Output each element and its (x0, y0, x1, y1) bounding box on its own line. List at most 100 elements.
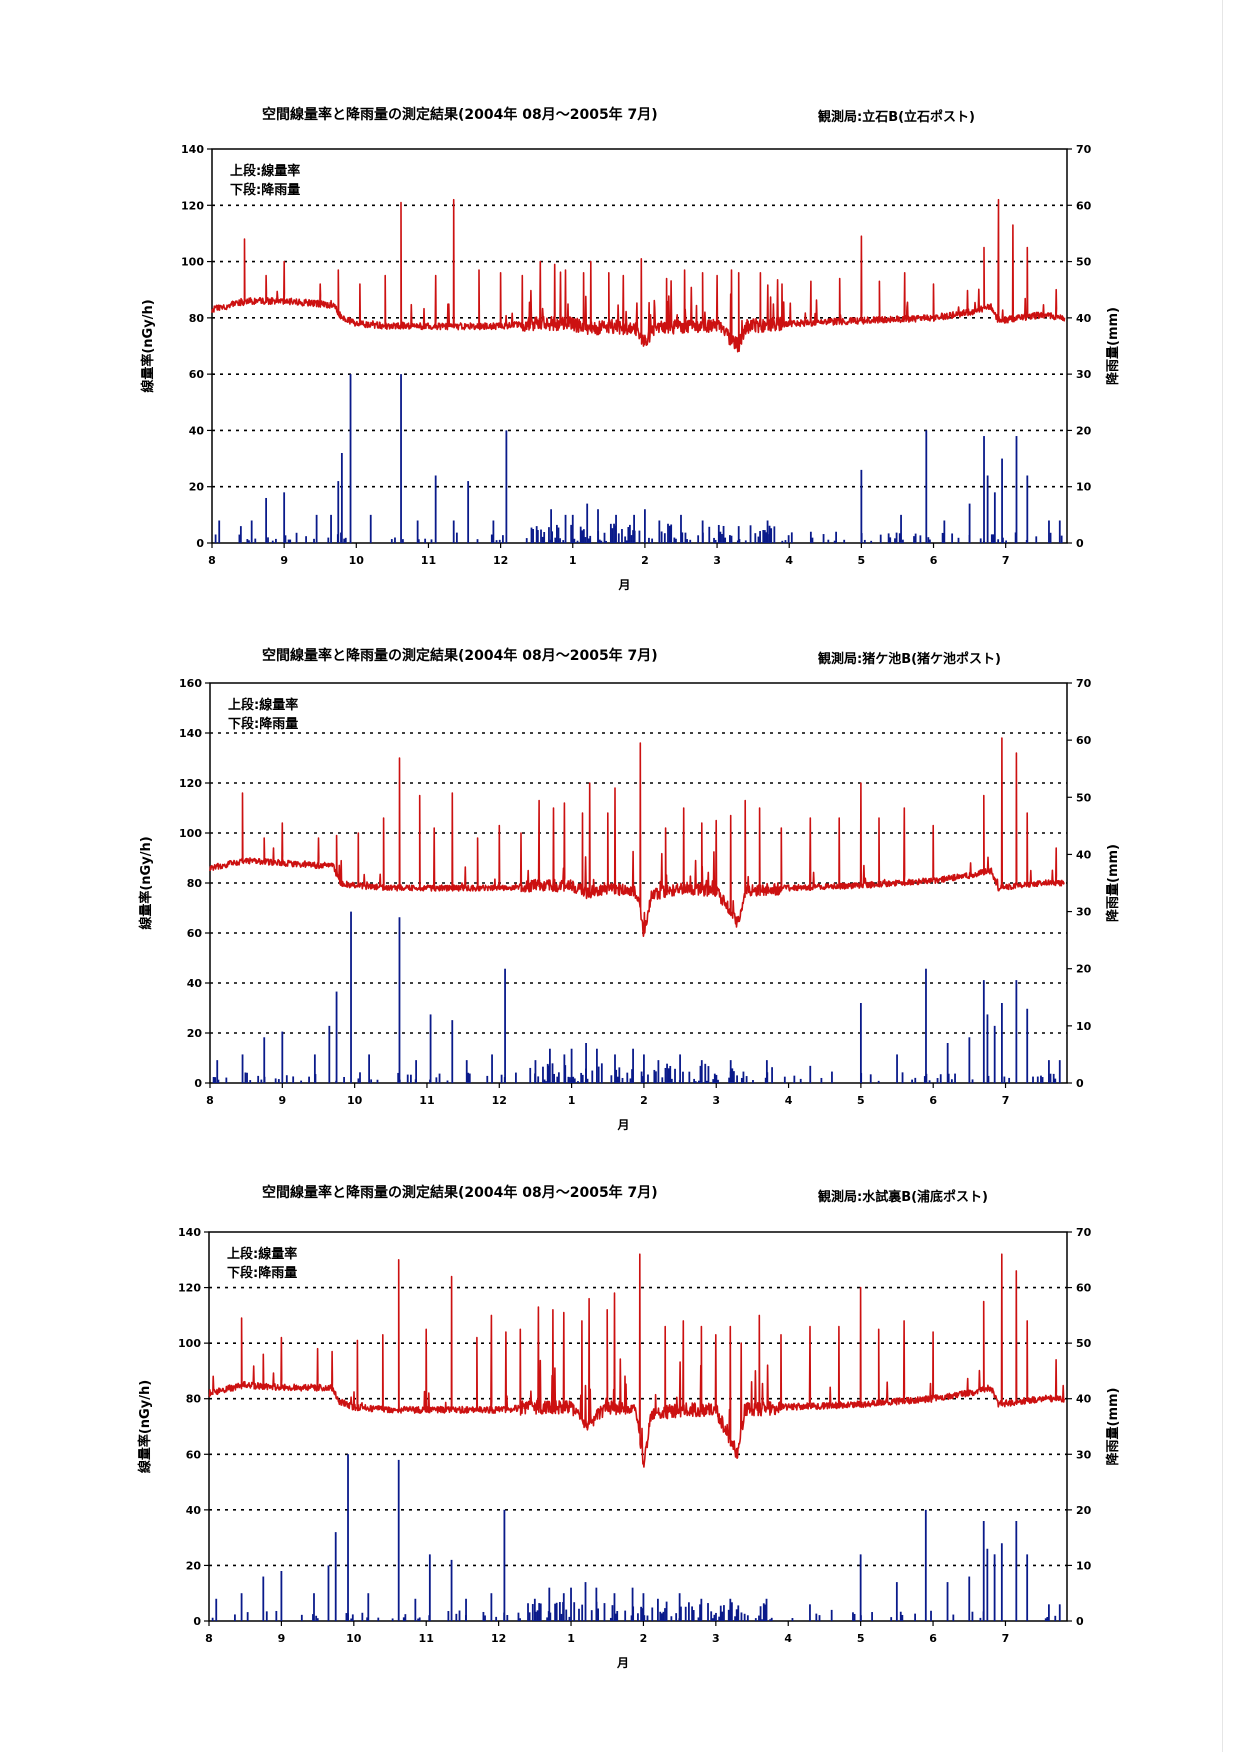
chart-title: 空間線量率と降雨量の測定結果(2004年 08月～2005年 7月) (262, 107, 658, 123)
y2-tick-label: 50 (1076, 1337, 1092, 1350)
legend-item: 上段:線量率 (227, 1246, 297, 1262)
x-tick-label: 5 (858, 554, 866, 567)
x-tick-label: 8 (208, 554, 216, 567)
y-tick-label: 100 (181, 256, 204, 269)
x-tick-label: 9 (280, 554, 288, 567)
y2-axis-title: 降雨量(mm) (1105, 1388, 1121, 1466)
y2-tick-label: 40 (1076, 312, 1092, 325)
x-tick-label: 11 (421, 554, 436, 567)
y-tick-label: 80 (187, 877, 203, 890)
x-tick-label: 6 (929, 1094, 937, 1107)
x-tick-label: 6 (929, 1632, 937, 1645)
y-tick-label: 120 (181, 199, 204, 212)
x-axis-title: 月 (616, 1656, 629, 1670)
y2-tick-label: 10 (1076, 481, 1092, 494)
x-tick-label: 11 (419, 1632, 434, 1645)
y2-tick-label: 10 (1076, 1020, 1092, 1033)
x-tick-label: 6 (930, 554, 938, 567)
y-axis-title: 線量率(nGy/h) (137, 1380, 153, 1473)
legend-item: 下段:降雨量 (228, 716, 298, 732)
y2-tick-label: 60 (1076, 199, 1092, 212)
x-tick-label: 1 (568, 1094, 576, 1107)
x-tick-label: 8 (206, 1094, 214, 1107)
y2-axis-title: 降雨量(mm) (1105, 844, 1121, 922)
chart-title: 空間線量率と降雨量の測定結果(2004年 08月～2005年 7月) (262, 1185, 658, 1201)
y2-tick-label: 0 (1076, 1077, 1084, 1090)
y2-tick-label: 0 (1076, 1615, 1084, 1628)
y2-tick-label: 30 (1076, 368, 1092, 381)
x-tick-label: 4 (785, 554, 793, 567)
y-axis-title: 線量率(nGy/h) (140, 299, 156, 392)
x-tick-label: 8 (205, 1632, 213, 1645)
x-tick-label: 5 (857, 1632, 865, 1645)
y-tick-label: 20 (186, 1559, 202, 1572)
y-tick-label: 140 (181, 143, 204, 156)
y-tick-label: 0 (196, 537, 204, 550)
legend-item: 上段:線量率 (230, 163, 300, 179)
y2-tick-label: 30 (1076, 906, 1092, 919)
x-tick-label: 4 (784, 1632, 792, 1645)
x-tick-label: 2 (640, 1094, 648, 1107)
y2-tick-label: 60 (1076, 1282, 1092, 1295)
y-tick-label: 120 (179, 777, 202, 790)
y-tick-label: 140 (178, 1226, 201, 1239)
x-tick-label: 9 (278, 1632, 286, 1645)
x-tick-label: 7 (1002, 1094, 1010, 1107)
y2-tick-label: 50 (1076, 256, 1092, 269)
x-tick-label: 9 (278, 1094, 286, 1107)
station-label: 観測局:立石B(立石ポスト) (818, 110, 975, 125)
y2-tick-label: 20 (1076, 424, 1092, 437)
chart-svg: 0 20 40 60 80 100 120 140 160 0 10 20 30 40 50 60 70 8 9 10… (138, 677, 1121, 1132)
y2-axis-title: 降雨量(mm) (1105, 307, 1121, 385)
y2-tick-label: 70 (1076, 1226, 1092, 1239)
y-tick-label: 120 (178, 1282, 201, 1295)
x-tick-label: 3 (712, 1632, 720, 1645)
x-tick-label: 11 (419, 1094, 434, 1107)
y-tick-label: 20 (187, 1027, 203, 1040)
y2-tick-label: 10 (1076, 1559, 1092, 1572)
x-tick-label: 10 (346, 1632, 362, 1645)
y-tick-label: 40 (189, 424, 205, 437)
y-tick-label: 80 (189, 312, 205, 325)
y2-tick-label: 20 (1076, 1504, 1092, 1517)
y2-tick-label: 70 (1076, 143, 1092, 156)
x-tick-label: 10 (347, 1094, 363, 1107)
x-tick-label: 2 (640, 1632, 648, 1645)
x-tick-label: 2 (641, 554, 649, 567)
x-tick-label: 10 (349, 554, 365, 567)
x-tick-label: 3 (713, 554, 721, 567)
y-tick-label: 60 (187, 927, 203, 940)
y2-tick-label: 50 (1076, 791, 1092, 804)
y-axis-title: 線量率(nGy/h) (138, 836, 154, 929)
y-tick-label: 60 (186, 1448, 202, 1461)
y-tick-label: 40 (186, 1504, 202, 1517)
x-tick-label: 12 (493, 554, 508, 567)
page-edge (1222, 0, 1223, 1752)
station-label: 観測局:水試裏B(浦底ポスト) (818, 1190, 988, 1205)
y2-tick-label: 40 (1076, 848, 1092, 861)
x-tick-label: 12 (491, 1632, 506, 1645)
y2-tick-label: 40 (1076, 1393, 1092, 1406)
x-tick-label: 12 (492, 1094, 507, 1107)
y-tick-label: 0 (194, 1077, 202, 1090)
legend-item: 下段:降雨量 (230, 182, 300, 198)
x-tick-label: 1 (567, 1632, 575, 1645)
legend-item: 下段:降雨量 (227, 1265, 297, 1281)
legend-item: 上段:線量率 (228, 697, 298, 713)
y-tick-label: 80 (186, 1393, 202, 1406)
y-tick-label: 100 (178, 1337, 201, 1350)
x-tick-label: 7 (1002, 1632, 1010, 1645)
x-tick-label: 3 (712, 1094, 720, 1107)
y2-tick-label: 30 (1076, 1448, 1092, 1461)
x-axis-title: 月 (616, 1118, 629, 1132)
x-tick-label: 5 (857, 1094, 865, 1107)
chart-title: 空間線量率と降雨量の測定結果(2004年 08月～2005年 7月) (262, 648, 658, 664)
y-tick-label: 100 (179, 827, 202, 840)
station-label: 観測局:猪ケ池B(猪ケ池ポスト) (818, 652, 1001, 667)
y-tick-label: 140 (179, 727, 202, 740)
x-tick-label: 1 (569, 554, 577, 567)
x-axis-title: 月 (617, 578, 630, 592)
